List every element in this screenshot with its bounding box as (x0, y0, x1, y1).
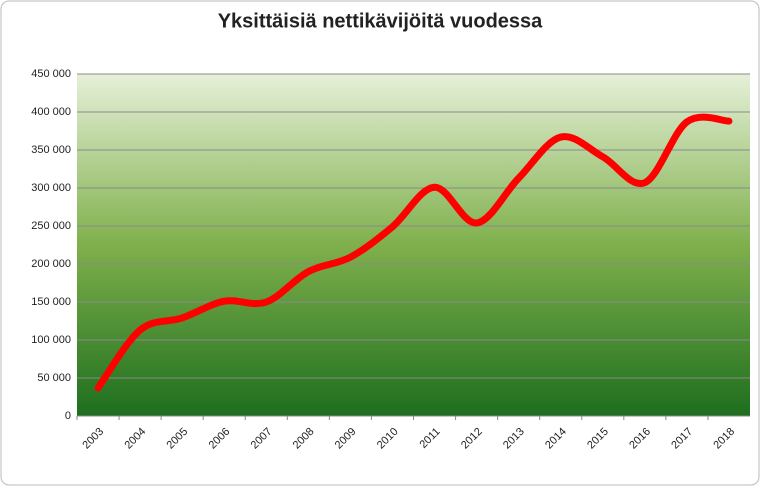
y-tick-label: 450 000 (31, 68, 71, 80)
chart-title: Yksittäisiä nettikävijöitä vuodessa (218, 10, 543, 32)
y-tick-label: 350 000 (31, 144, 71, 156)
y-tick-label: 150 000 (31, 296, 71, 308)
y-tick-label: 400 000 (31, 106, 71, 118)
y-tick-label: 200 000 (31, 258, 71, 270)
y-tick-label: 0 (65, 410, 71, 422)
y-tick-label: 100 000 (31, 334, 71, 346)
y-tick-label: 300 000 (31, 182, 71, 194)
plot-area (77, 74, 750, 416)
y-tick-label: 50 000 (37, 372, 71, 384)
line-series (94, 113, 733, 392)
y-tick-label: 250 000 (31, 220, 71, 232)
